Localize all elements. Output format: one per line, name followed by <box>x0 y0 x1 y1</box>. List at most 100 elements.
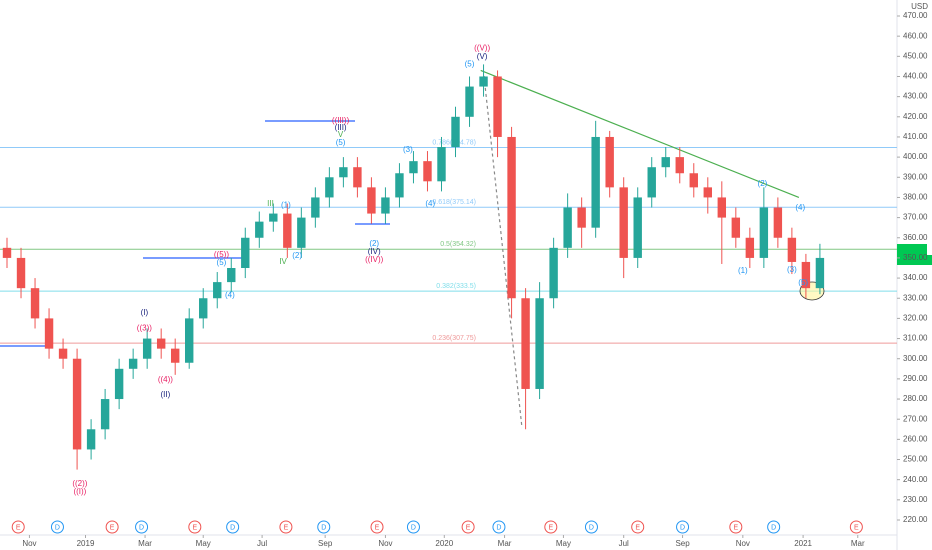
candle-body <box>773 207 783 238</box>
candle-body <box>44 318 54 349</box>
y-tick-label: 450.00 <box>903 51 928 60</box>
y-tick-label: 300.00 <box>903 354 928 363</box>
price-marker <box>897 244 927 255</box>
event-label: E <box>635 524 640 531</box>
candle-body <box>703 187 712 198</box>
candle-body <box>142 338 152 359</box>
candle-body <box>661 157 670 168</box>
x-tick-label: Jul <box>257 539 267 548</box>
event-marker <box>676 520 690 534</box>
candle-body <box>633 197 642 258</box>
x-tick-label: May <box>556 539 571 548</box>
y-tick-label: 390.00 <box>903 172 928 181</box>
y-tick-label: 270.00 <box>903 414 928 423</box>
candle-body <box>437 147 446 182</box>
event-marker <box>317 520 331 534</box>
wave-label: ((2)) <box>72 479 87 488</box>
candle-body <box>563 207 572 248</box>
candle-body <box>801 261 811 289</box>
x-tick-label: Nov <box>736 539 750 548</box>
event-marker <box>50 520 64 534</box>
wave-label: (5) <box>465 59 475 68</box>
candle-body <box>30 288 40 319</box>
event-label: E <box>548 524 553 531</box>
candle-body <box>675 157 684 174</box>
event-label: D <box>230 524 235 531</box>
y-tick-label: 470.00 <box>903 11 928 20</box>
event-label: E <box>192 524 197 531</box>
event-label: D <box>680 524 685 531</box>
wave-label: (4) <box>425 199 435 208</box>
event-label: D <box>411 524 416 531</box>
y-tick-label: 350.00 <box>903 253 928 262</box>
wave-label: ((V)) <box>474 43 490 52</box>
wave-label: (4) <box>795 203 805 212</box>
x-tick-label: Jul <box>619 539 629 548</box>
retrace-line <box>483 75 523 429</box>
event-marker <box>461 520 475 534</box>
wave-label: (3) <box>403 145 413 154</box>
event-marker <box>631 520 645 534</box>
y-tick-label: 440.00 <box>903 72 928 81</box>
event-marker <box>849 520 863 534</box>
x-tick-label: Mar <box>851 539 865 548</box>
candle-body <box>619 187 628 258</box>
event-marker <box>492 520 506 534</box>
event-label: E <box>284 524 289 531</box>
event-label: E <box>375 524 380 531</box>
candle-body <box>72 358 82 450</box>
candle-body <box>86 429 96 450</box>
x-tick-label: Sep <box>318 539 333 548</box>
candle-body <box>128 358 138 369</box>
y-tick-label: 400.00 <box>903 152 928 161</box>
x-tick-label: 2019 <box>77 539 95 548</box>
candle-body <box>199 298 208 319</box>
candle-body <box>241 237 250 268</box>
event-label: D <box>771 524 776 531</box>
fib-label: 0.5(354.32) <box>440 241 476 248</box>
wave-label: ((III)) <box>332 116 350 125</box>
wave-label: IV <box>279 257 287 266</box>
wave-label: (2) <box>758 179 768 188</box>
candle-body <box>689 173 698 188</box>
y-tick-label: 330.00 <box>903 293 928 302</box>
event-label: D <box>55 524 60 531</box>
event-label: D <box>496 524 501 531</box>
event-marker <box>406 520 420 534</box>
y-tick-label: 360.00 <box>903 233 928 242</box>
event-marker <box>584 520 598 534</box>
candle-body <box>114 368 124 400</box>
candle-body <box>815 257 825 289</box>
wave-label: ((IV)) <box>365 255 384 264</box>
wave-label: (1) <box>738 266 748 275</box>
trendline <box>480 69 800 198</box>
event-marker <box>226 520 240 534</box>
event-label: E <box>16 524 21 531</box>
candle-body <box>787 237 797 262</box>
candle-body <box>100 399 110 430</box>
y-tick-label: 310.00 <box>903 334 928 343</box>
x-tick-label: Mar <box>498 539 512 548</box>
candle-body <box>465 86 474 117</box>
event-label: D <box>589 524 594 531</box>
candle-body <box>16 257 26 289</box>
candle-body <box>493 76 502 137</box>
candle-body <box>58 348 68 359</box>
y-tick-label: 230.00 <box>903 495 928 504</box>
fib-label: 0.382(333.5) <box>436 283 476 290</box>
y-tick-label: 260.00 <box>903 434 928 443</box>
event-marker <box>729 520 743 534</box>
wave-label: V <box>338 130 344 139</box>
candle-body <box>297 217 306 248</box>
candle-body <box>507 136 516 299</box>
wave-label: III <box>267 199 274 208</box>
candle-body <box>283 213 292 248</box>
event-marker <box>188 520 202 534</box>
x-tick-label: Sep <box>675 539 690 548</box>
wave-label: (III) <box>335 123 347 132</box>
candle-body <box>2 247 12 258</box>
y-tick-label: 320.00 <box>903 314 928 323</box>
event-marker <box>11 520 25 534</box>
